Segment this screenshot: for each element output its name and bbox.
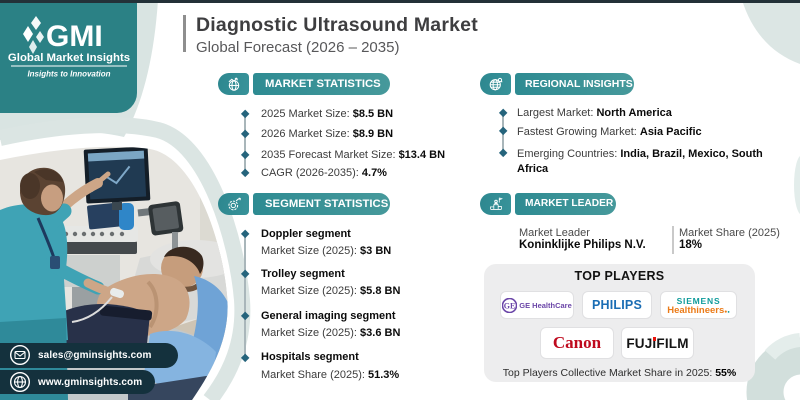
svg-text:Global Market Insights: Global Market Insights [8,52,130,64]
svg-text:GMI: GMI [46,20,103,53]
svg-text:Insights to Innovation: Insights to Innovation [27,70,110,79]
svg-text:GE: GE [504,301,516,310]
